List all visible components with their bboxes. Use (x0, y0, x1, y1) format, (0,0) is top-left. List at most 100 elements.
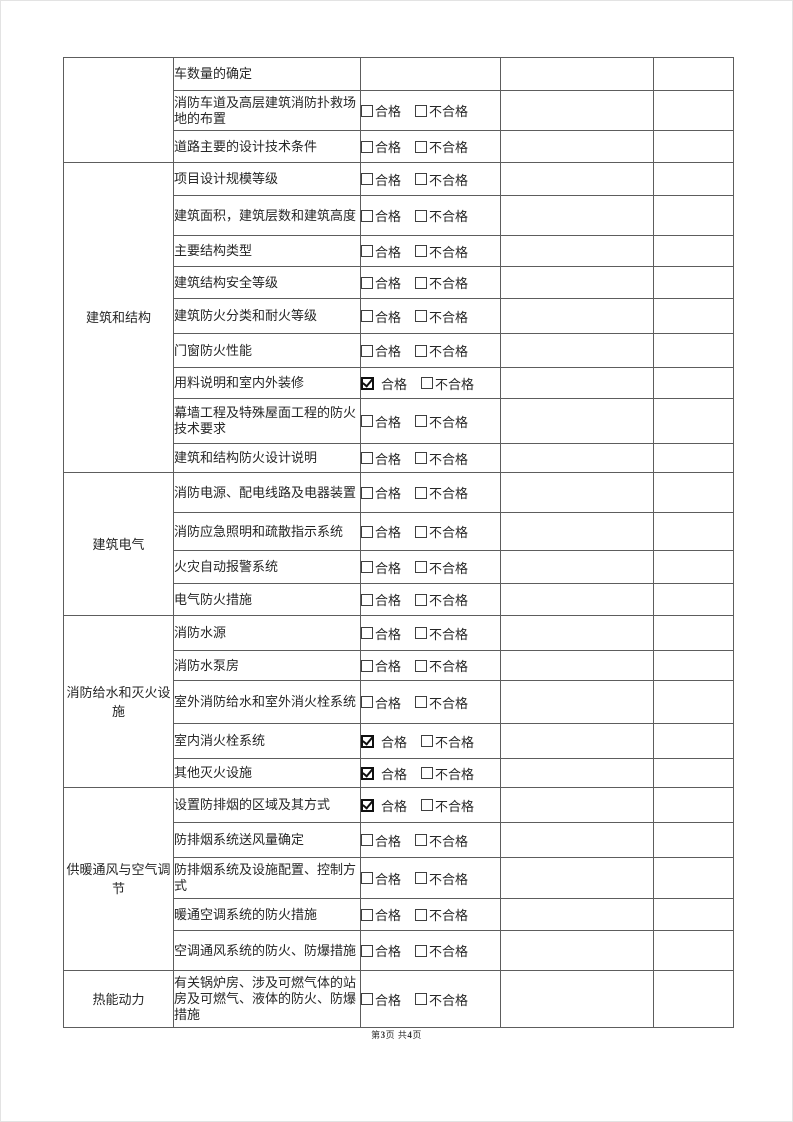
checkbox-fail-icon[interactable] (415, 993, 428, 1005)
checkbox-pass-icon[interactable] (361, 486, 373, 499)
pass-option[interactable]: 合格 (361, 732, 407, 751)
fail-option[interactable]: 不合格 (415, 869, 468, 888)
checkbox-pass-checked-icon[interactable] (361, 766, 374, 780)
pass-option[interactable]: 合格 (361, 558, 401, 577)
checkbox-fail-icon[interactable] (415, 173, 428, 185)
pass-option[interactable]: 合格 (361, 990, 401, 1009)
fail-option[interactable]: 不合格 (415, 307, 468, 326)
checkbox-fail-icon[interactable] (415, 627, 428, 639)
pass-option[interactable]: 合格 (361, 412, 401, 431)
pass-option[interactable]: 合格 (361, 307, 401, 326)
checkbox-fail-icon[interactable] (415, 344, 428, 357)
fail-option[interactable]: 不合格 (415, 206, 468, 225)
checkbox-pass-icon[interactable] (361, 310, 373, 322)
checkbox-pass-checked-icon[interactable] (361, 376, 374, 390)
checkbox-pass-icon[interactable] (361, 525, 373, 538)
fail-option[interactable]: 不合格 (415, 449, 468, 468)
checkbox-fail-icon[interactable] (415, 696, 428, 708)
checkbox-pass-icon[interactable] (361, 696, 373, 708)
checkbox-fail-icon[interactable] (415, 310, 428, 322)
checkbox-pass-icon[interactable] (361, 415, 373, 427)
checkbox-fail-icon[interactable] (415, 944, 428, 957)
fail-option[interactable]: 不合格 (415, 101, 468, 120)
pass-option[interactable]: 合格 (361, 831, 401, 850)
fail-option[interactable]: 不合格 (415, 590, 468, 609)
checkbox-fail-icon[interactable] (415, 209, 428, 222)
fail-option[interactable]: 不合格 (415, 905, 468, 924)
checkbox-fail-icon[interactable] (415, 104, 428, 117)
fail-option[interactable]: 不合格 (421, 764, 474, 783)
fail-option[interactable]: 不合格 (421, 732, 474, 751)
checkbox-pass-icon[interactable] (361, 627, 373, 639)
checkbox-fail-icon[interactable] (415, 525, 428, 538)
pass-option[interactable]: 合格 (361, 624, 401, 643)
checkbox-fail-icon[interactable] (415, 486, 428, 499)
pass-option[interactable]: 合格 (361, 522, 401, 541)
fail-option[interactable]: 不合格 (415, 624, 468, 643)
pass-option[interactable]: 合格 (361, 656, 401, 675)
fail-option[interactable]: 不合格 (415, 831, 468, 850)
checkbox-fail-icon[interactable] (421, 799, 434, 811)
pass-option[interactable]: 合格 (361, 941, 401, 960)
checkbox-fail-icon[interactable] (415, 245, 428, 257)
fail-option[interactable]: 不合格 (415, 990, 468, 1009)
fail-option[interactable]: 不合格 (415, 412, 468, 431)
checkbox-fail-icon[interactable] (415, 834, 428, 846)
fail-option[interactable]: 不合格 (415, 273, 468, 292)
checkbox-pass-icon[interactable] (361, 659, 373, 672)
pass-option[interactable]: 合格 (361, 590, 401, 609)
fail-option[interactable]: 不合格 (421, 796, 474, 815)
fail-option[interactable]: 不合格 (415, 242, 468, 261)
pass-option[interactable]: 合格 (361, 374, 407, 393)
checkbox-fail-icon[interactable] (415, 659, 428, 672)
checkbox-pass-icon[interactable] (361, 173, 373, 185)
pass-option[interactable]: 合格 (361, 242, 401, 261)
checkbox-pass-icon[interactable] (361, 104, 373, 117)
fail-option[interactable]: 不合格 (415, 558, 468, 577)
checkbox-pass-icon[interactable] (361, 140, 373, 153)
checkbox-pass-icon[interactable] (361, 452, 373, 464)
checkbox-fail-icon[interactable] (415, 561, 428, 573)
fail-option[interactable]: 不合格 (421, 374, 474, 393)
checkbox-pass-icon[interactable] (361, 561, 373, 573)
checkbox-fail-icon[interactable] (415, 908, 428, 921)
checkbox-fail-icon[interactable] (415, 276, 428, 289)
checkbox-pass-icon[interactable] (361, 209, 373, 222)
fail-option[interactable]: 不合格 (415, 693, 468, 712)
pass-option[interactable]: 合格 (361, 341, 401, 360)
checkbox-pass-checked-icon[interactable] (361, 734, 374, 748)
pass-option[interactable]: 合格 (361, 273, 401, 292)
checkbox-fail-icon[interactable] (421, 735, 434, 747)
fail-option[interactable]: 不合格 (415, 522, 468, 541)
pass-option[interactable]: 合格 (361, 101, 401, 120)
pass-option[interactable]: 合格 (361, 170, 401, 189)
checkbox-fail-icon[interactable] (421, 377, 434, 389)
checkbox-fail-icon[interactable] (415, 872, 428, 884)
checkbox-fail-icon[interactable] (415, 415, 428, 427)
checkbox-fail-icon[interactable] (415, 593, 428, 606)
checkbox-pass-icon[interactable] (361, 908, 373, 921)
pass-option[interactable]: 合格 (361, 483, 401, 502)
checkbox-pass-icon[interactable] (361, 872, 373, 884)
pass-option[interactable]: 合格 (361, 905, 401, 924)
pass-option[interactable]: 合格 (361, 869, 401, 888)
checkbox-pass-checked-icon[interactable] (361, 798, 374, 812)
pass-option[interactable]: 合格 (361, 764, 407, 783)
checkbox-pass-icon[interactable] (361, 593, 373, 606)
pass-option[interactable]: 合格 (361, 206, 401, 225)
fail-option[interactable]: 不合格 (415, 941, 468, 960)
checkbox-pass-icon[interactable] (361, 944, 373, 957)
checkbox-pass-icon[interactable] (361, 245, 373, 257)
fail-option[interactable]: 不合格 (415, 137, 468, 156)
pass-option[interactable]: 合格 (361, 796, 407, 815)
checkbox-pass-icon[interactable] (361, 834, 373, 846)
fail-option[interactable]: 不合格 (415, 170, 468, 189)
checkbox-fail-icon[interactable] (415, 452, 428, 464)
checkbox-pass-icon[interactable] (361, 993, 373, 1005)
pass-option[interactable]: 合格 (361, 137, 401, 156)
fail-option[interactable]: 不合格 (415, 656, 468, 675)
checkbox-pass-icon[interactable] (361, 276, 373, 289)
pass-option[interactable]: 合格 (361, 449, 401, 468)
pass-option[interactable]: 合格 (361, 693, 401, 712)
fail-option[interactable]: 不合格 (415, 483, 468, 502)
